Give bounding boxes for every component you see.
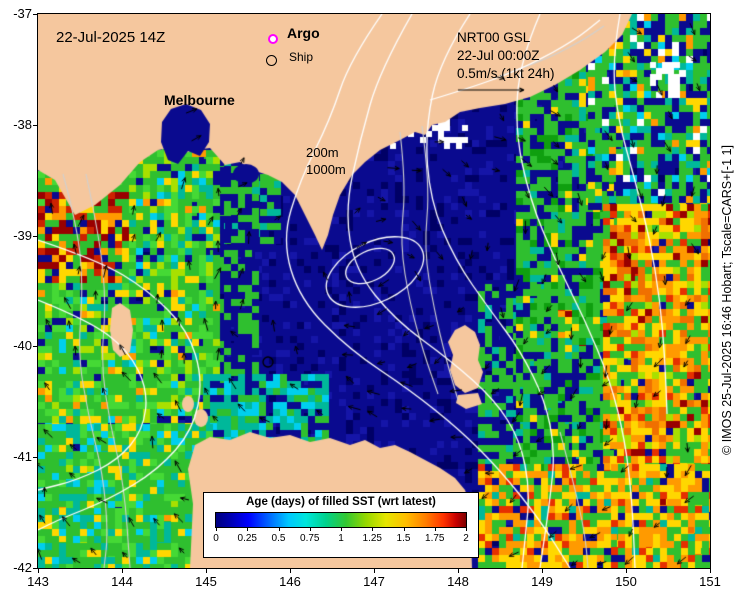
colorbar-tick-label: 1.75 xyxy=(425,533,445,544)
y-tick-label: -40 xyxy=(13,338,32,354)
legend-argo-label: Argo xyxy=(287,25,320,41)
copyright-label: © IMOS 25-Jul-2025 16:46 Hobart; Tscale=… xyxy=(720,145,734,455)
y-tick-mark xyxy=(33,14,37,15)
colorbar-tick-label: 1 xyxy=(338,533,344,544)
colorbar-tick-label: 0.25 xyxy=(237,533,257,544)
x-tick-mark xyxy=(458,569,459,573)
colorbar-tick-label: 1.5 xyxy=(396,533,411,544)
colorbar-tick-mark xyxy=(247,528,249,531)
colorbar-tick-label: 0.5 xyxy=(271,533,286,544)
x-tick-label: 143 xyxy=(27,574,49,589)
x-tick-mark xyxy=(542,569,543,573)
y-tick-mark xyxy=(33,346,37,348)
colorbar-tick-label: 1.25 xyxy=(362,533,382,544)
y-tick-label: -39 xyxy=(13,227,32,243)
model-name-label: NRT00 GSL xyxy=(457,30,531,45)
x-tick-label: 148 xyxy=(447,574,469,589)
colorbar-tick-label: 0 xyxy=(213,533,219,544)
x-tick-mark xyxy=(626,569,627,573)
y-tick-label: -41 xyxy=(13,449,32,465)
depth-200m-label: 200m xyxy=(306,145,339,160)
colorbar-tick-mark xyxy=(309,528,311,531)
x-tick-mark xyxy=(710,569,711,573)
colorbar: Age (days) of filled SST (wrt latest) 0 0… xyxy=(203,492,479,558)
colorbar-tick-mark xyxy=(434,528,436,531)
colorbar-tick-label: 0.75 xyxy=(300,533,320,544)
colorbar-tick-mark xyxy=(216,528,217,531)
colorbar-tick-mark xyxy=(403,528,405,531)
y-tick-mark xyxy=(33,235,37,237)
colorbar-gradient xyxy=(215,512,467,528)
argo-marker-icon xyxy=(268,34,278,44)
x-tick-label: 147 xyxy=(363,574,385,589)
y-tick-mark xyxy=(33,568,37,569)
x-tick-mark xyxy=(206,569,207,573)
map-canvas xyxy=(38,14,710,568)
ship-marker-icon xyxy=(266,55,277,66)
y-tick-mark xyxy=(33,124,37,126)
y-tick-label: -42 xyxy=(13,560,32,575)
x-tick-label: 151 xyxy=(699,574,721,589)
colorbar-tick-mark xyxy=(341,528,342,531)
colorbar-title: Age (days) of filled SST (wrt latest) xyxy=(246,496,436,508)
x-tick-label: 150 xyxy=(615,574,637,589)
x-tick-mark xyxy=(374,569,375,573)
x-tick-label: 145 xyxy=(195,574,217,589)
y-tick-mark xyxy=(33,457,37,459)
datetime-label: 22-Jul-2025 14Z xyxy=(56,29,166,46)
model-info-block: NRT00 GSL 22-Jul 00:00Z 0.5m/s (1kt 24h) xyxy=(457,29,555,83)
x-tick-mark xyxy=(38,569,39,573)
city-label-melbourne: Melbourne xyxy=(164,92,235,108)
y-tick-label: -38 xyxy=(13,116,32,132)
model-time-label: 22-Jul 00:00Z xyxy=(457,48,540,63)
colorbar-tick-mark xyxy=(278,528,280,531)
colorbar-tick-label: 2 xyxy=(463,533,469,544)
depth-1000m-label: 1000m xyxy=(306,162,346,177)
vector-scale-label: 0.5m/s (1kt 24h) xyxy=(457,66,555,81)
x-tick-mark xyxy=(290,569,291,573)
x-tick-label: 144 xyxy=(111,574,133,589)
colorbar-tick-mark xyxy=(372,528,374,531)
colorbar-tick-mark xyxy=(466,528,467,531)
x-tick-mark xyxy=(122,569,123,573)
y-tick-label: -37 xyxy=(13,6,32,21)
x-tick-label: 149 xyxy=(531,574,553,589)
legend-ship-label: Ship xyxy=(289,50,314,64)
x-tick-label: 146 xyxy=(279,574,301,589)
